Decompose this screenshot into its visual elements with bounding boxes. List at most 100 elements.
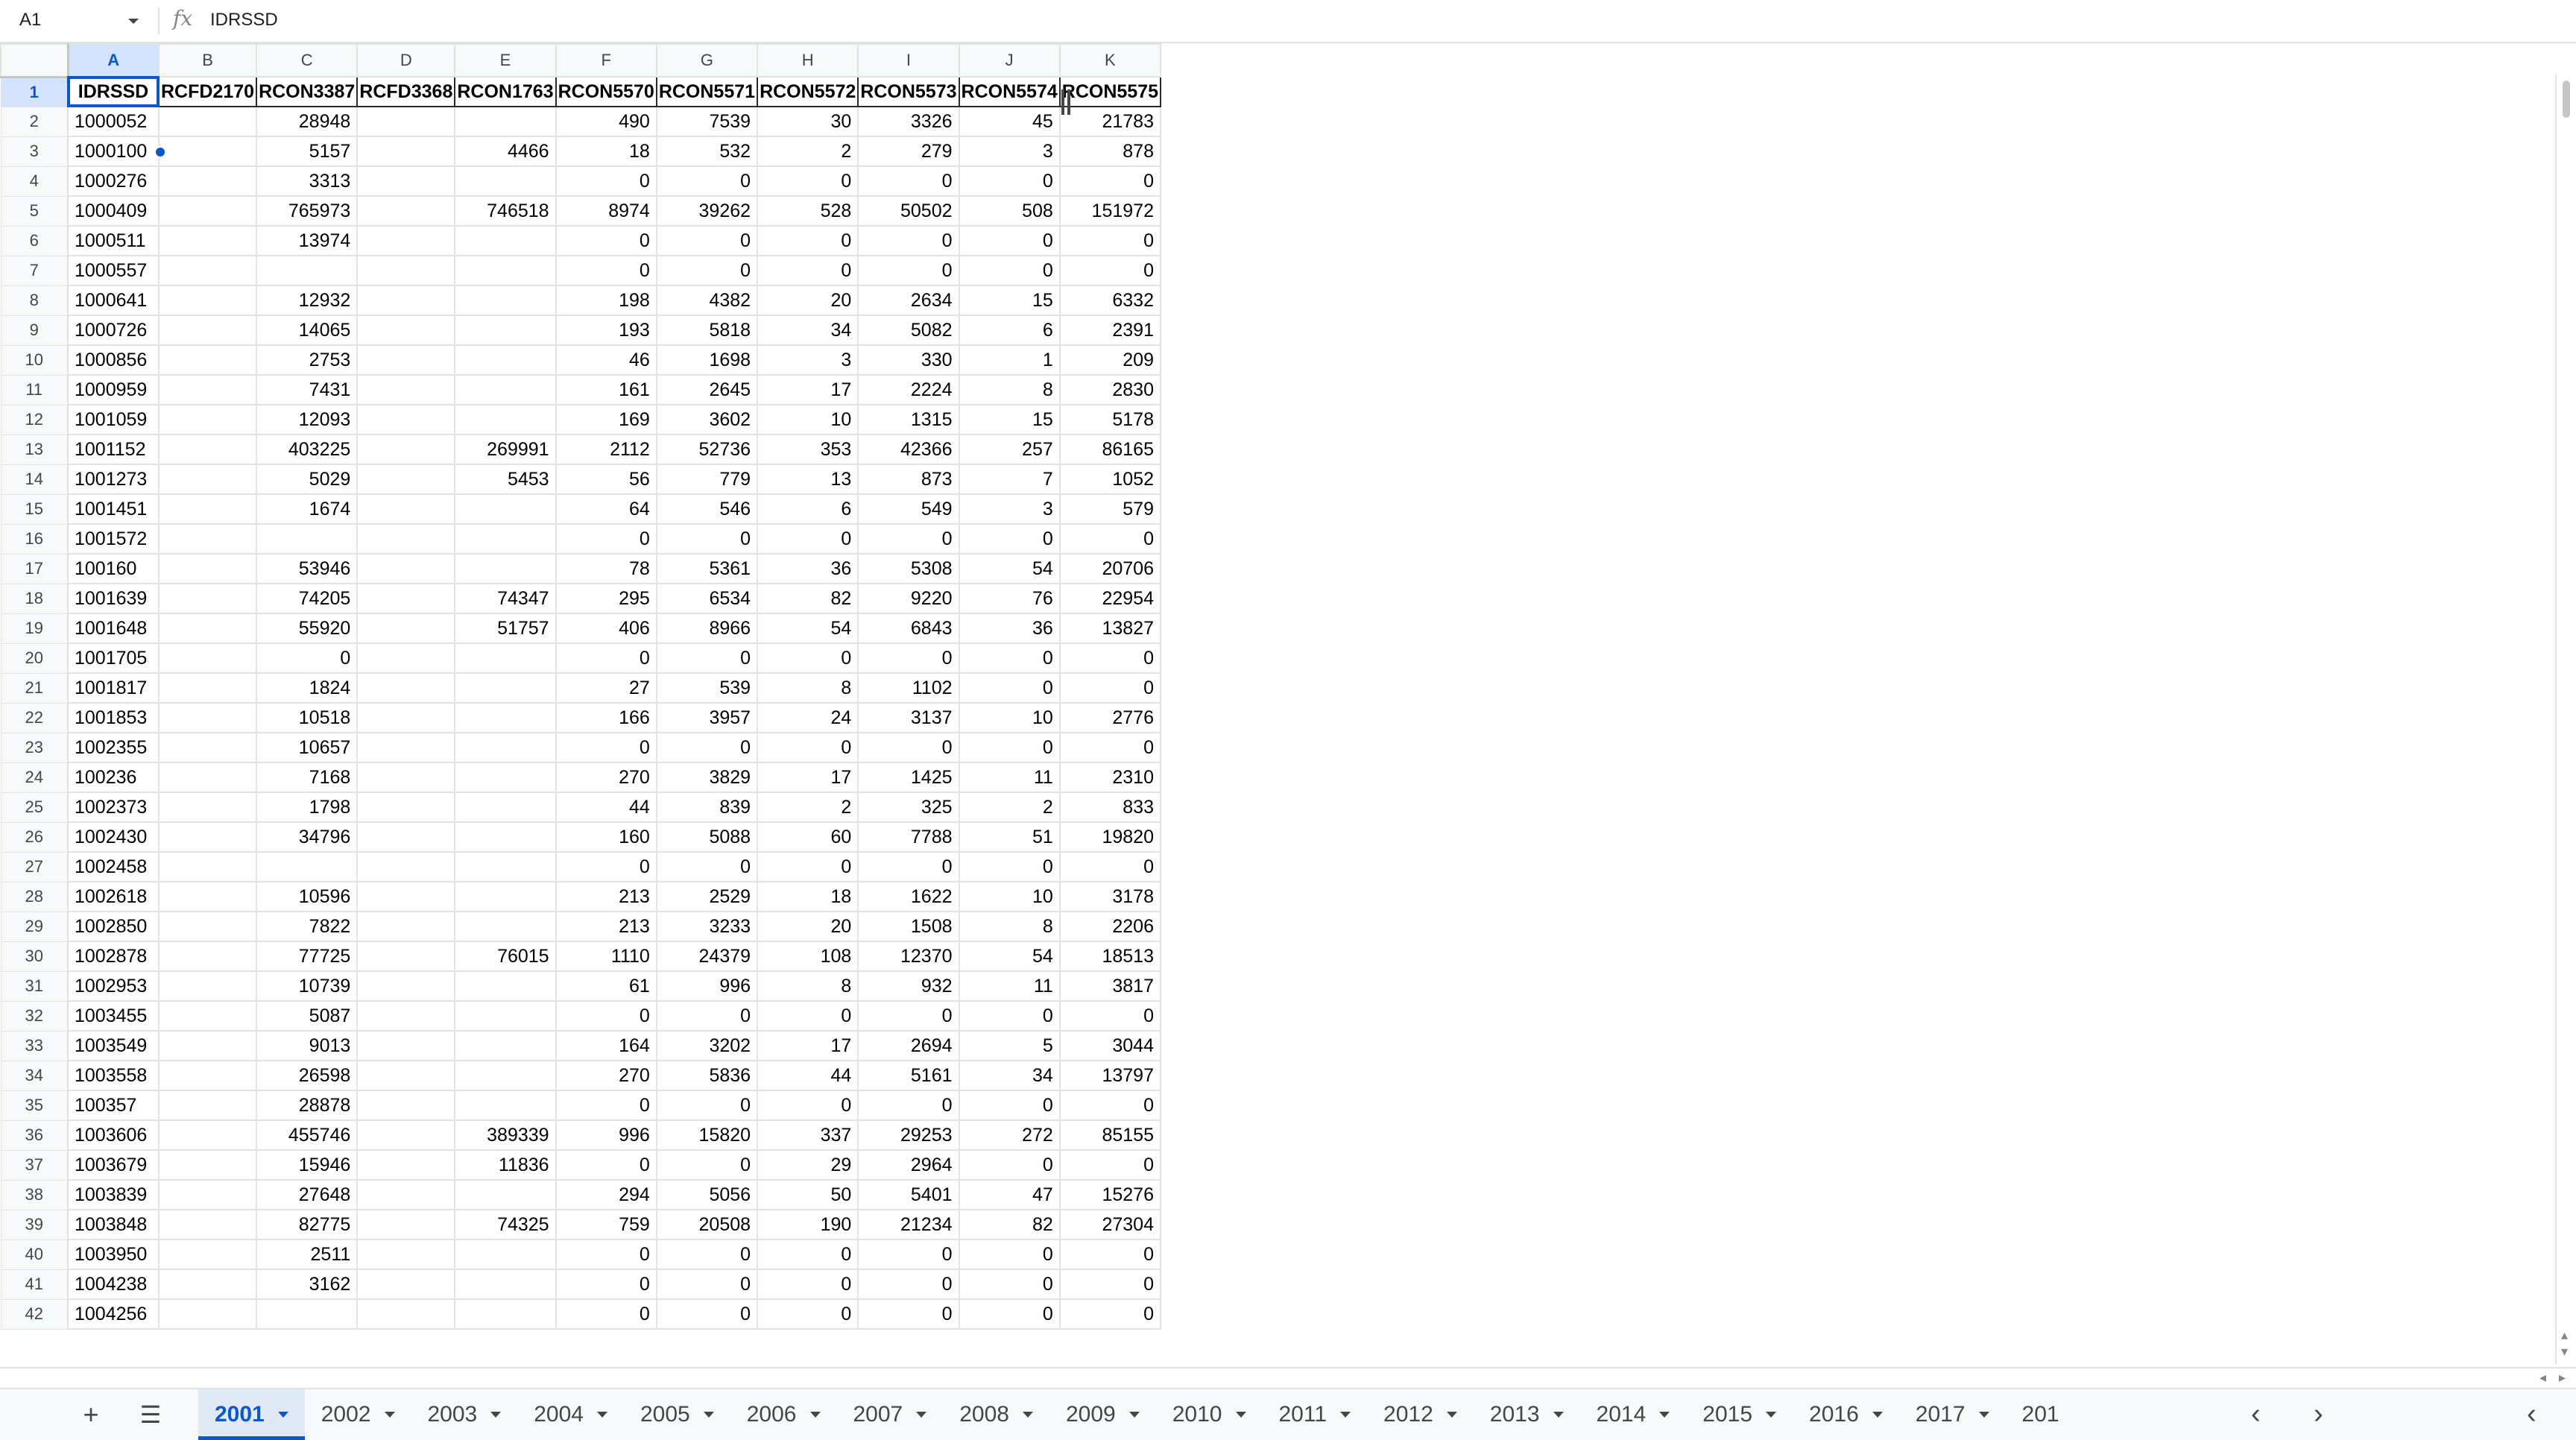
tab-scroll-left-icon[interactable]: ‹ [2251, 1398, 2261, 1430]
cell[interactable] [454, 762, 557, 793]
cell[interactable] [157, 225, 258, 256]
all-sheets-button[interactable]: ☰ [139, 1401, 162, 1428]
cell[interactable] [454, 523, 557, 555]
cell[interactable]: 0 [958, 1239, 1061, 1270]
cell[interactable]: 5401 [857, 1179, 960, 1210]
cell[interactable]: 528 [757, 195, 859, 227]
cell[interactable]: 34 [757, 315, 859, 346]
cell[interactable]: 2529 [655, 881, 759, 912]
cell[interactable] [454, 702, 557, 733]
cell[interactable] [157, 106, 258, 137]
cell[interactable]: 1004256 [67, 1298, 160, 1330]
cell[interactable] [356, 1000, 456, 1032]
cell[interactable]: 1001451 [67, 493, 160, 525]
cell[interactable] [454, 1060, 557, 1091]
cell[interactable]: 996 [655, 970, 759, 1002]
cell[interactable]: 1000276 [67, 165, 160, 197]
cell[interactable]: 18513 [1058, 941, 1162, 972]
chevron-down-icon[interactable] [809, 1412, 821, 1418]
cell[interactable]: 0 [1058, 1269, 1162, 1300]
cell[interactable]: 10657 [256, 732, 359, 763]
cell[interactable]: 1002953 [67, 970, 160, 1002]
cell[interactable]: 17 [757, 762, 859, 793]
cell[interactable] [157, 344, 258, 376]
cell[interactable]: 56 [555, 464, 657, 495]
row-header[interactable]: 31 [0, 970, 69, 1002]
cell[interactable]: 0 [655, 255, 759, 286]
row-header[interactable]: 5 [0, 195, 69, 227]
cell[interactable]: 100236 [67, 762, 160, 793]
cell[interactable]: 0 [555, 1090, 657, 1121]
cell[interactable]: 0 [757, 1000, 859, 1032]
cell[interactable]: 8 [757, 672, 859, 704]
cell[interactable]: 0 [857, 851, 960, 882]
sheet-tab-2012[interactable]: 2012 [1367, 1389, 1474, 1440]
cell[interactable]: 2511 [256, 1239, 359, 1270]
cell[interactable]: 86165 [1058, 434, 1162, 465]
cell[interactable]: 0 [655, 1269, 759, 1300]
cell[interactable]: 1002850 [67, 911, 160, 942]
cell[interactable]: 77725 [256, 941, 359, 972]
cell[interactable]: 0 [958, 672, 1061, 704]
cell[interactable]: 5056 [655, 1179, 759, 1210]
cell[interactable]: 272 [958, 1120, 1061, 1151]
cell[interactable]: 257 [958, 434, 1061, 465]
cell[interactable]: 295 [555, 583, 657, 614]
cell[interactable]: 1002458 [67, 851, 160, 882]
row-header[interactable]: 27 [0, 851, 69, 882]
cell[interactable] [356, 344, 456, 376]
cell[interactable]: 6534 [655, 583, 759, 614]
cell[interactable] [157, 642, 258, 674]
cell[interactable]: 1001059 [67, 404, 160, 435]
cell[interactable]: 279 [857, 136, 960, 167]
cell[interactable] [454, 344, 557, 376]
cell[interactable]: RCFD2170 [157, 76, 258, 107]
cell[interactable]: 82 [958, 1209, 1061, 1240]
sheet-tab-2017[interactable]: 2017 [1899, 1389, 2006, 1440]
row-header[interactable]: 6 [0, 225, 69, 256]
chevron-down-icon[interactable] [128, 19, 139, 24]
cell[interactable]: 0 [857, 225, 960, 256]
cell[interactable] [454, 106, 557, 137]
cell[interactable]: 549 [857, 493, 960, 525]
cell[interactable]: 0 [1058, 1298, 1162, 1330]
cell[interactable]: 1000511 [67, 225, 160, 256]
cell[interactable]: 27648 [256, 1179, 359, 1210]
cell[interactable] [356, 315, 456, 346]
cell[interactable]: 24379 [655, 941, 759, 972]
cell[interactable]: 1003839 [67, 1179, 160, 1210]
chevron-down-icon[interactable] [1766, 1412, 1777, 1418]
cell[interactable]: 18 [555, 136, 657, 167]
cell[interactable] [454, 404, 557, 435]
row-header[interactable]: 19 [0, 613, 69, 644]
cell[interactable]: 1003558 [67, 1060, 160, 1091]
scroll-right-icon[interactable]: ▸ [2558, 1370, 2566, 1385]
cell[interactable]: 0 [1058, 523, 1162, 555]
cell[interactable] [356, 1179, 456, 1210]
cell[interactable]: 27 [555, 672, 657, 704]
cell[interactable]: 0 [655, 732, 759, 763]
cell[interactable]: 5361 [655, 553, 759, 584]
cell[interactable] [356, 970, 456, 1002]
cell[interactable]: 2964 [857, 1149, 960, 1181]
row-header[interactable]: 25 [0, 792, 69, 823]
cell[interactable]: 198 [555, 285, 657, 316]
cell[interactable] [157, 1239, 258, 1270]
collapse-sidebar-icon[interactable]: ‹ [2527, 1398, 2536, 1430]
cell[interactable]: 5836 [655, 1060, 759, 1091]
cell[interactable]: 20 [757, 285, 859, 316]
chevron-down-icon[interactable] [1872, 1412, 1883, 1418]
cell[interactable]: 0 [857, 1298, 960, 1330]
cell[interactable]: 746518 [454, 195, 557, 227]
cell[interactable]: 1052 [1058, 464, 1162, 495]
cell[interactable]: 0 [958, 1149, 1061, 1181]
cell[interactable]: 0 [555, 1239, 657, 1270]
cell[interactable] [157, 583, 258, 614]
cell[interactable]: 7168 [256, 762, 359, 793]
cell[interactable]: 8974 [555, 195, 657, 227]
cell[interactable]: 45 [958, 106, 1061, 137]
cell[interactable]: 10 [958, 702, 1061, 733]
cell[interactable]: 213 [555, 881, 657, 912]
cell[interactable]: 539 [655, 672, 759, 704]
cell[interactable]: 3 [958, 493, 1061, 525]
